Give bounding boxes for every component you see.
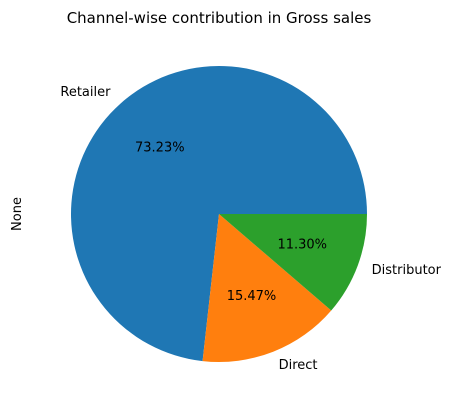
pie-slice-direct (202, 214, 332, 363)
y-axis-label: None (10, 197, 25, 231)
category-label-retailer: Retailer (60, 85, 111, 100)
pie-slice-retailer (71, 66, 367, 362)
category-label-direct: Direct (279, 358, 318, 373)
chart-title: Channel-wise contribution in Gross sales (67, 9, 372, 27)
percent-label-distributor: 11.30% (277, 237, 327, 252)
pie-slice-distributor (219, 214, 367, 311)
pie-labels: Retailer 73.23% Direct 15.47% Distributor 11.… (60, 85, 441, 373)
percent-label-retailer: 73.23% (135, 140, 185, 155)
category-label-distributor: Distributor (372, 263, 442, 278)
percent-label-direct: 15.47% (227, 289, 277, 304)
pie-slices (71, 66, 367, 363)
